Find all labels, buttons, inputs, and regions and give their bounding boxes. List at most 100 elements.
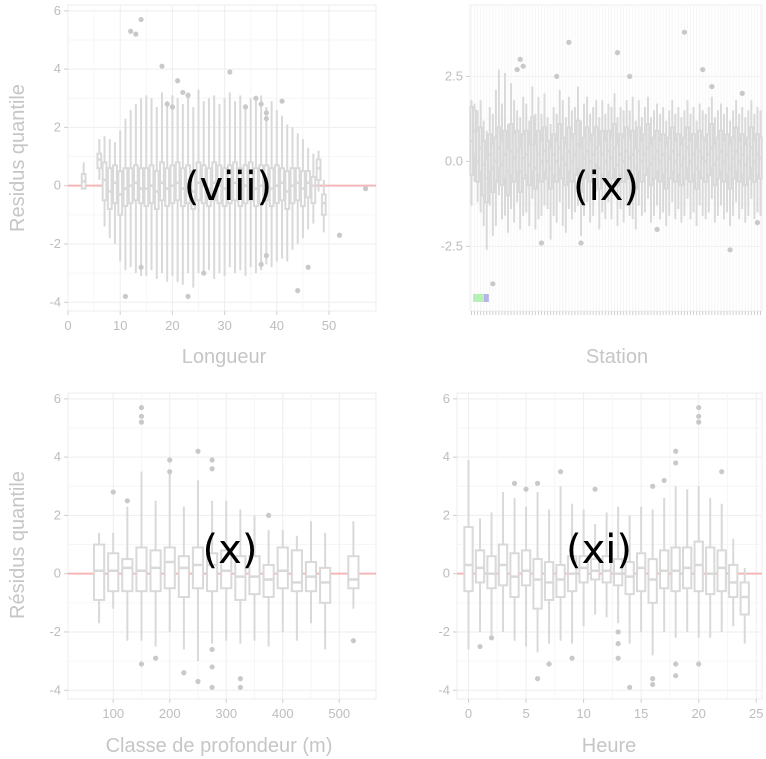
box: [169, 164, 176, 205]
panel-ix-xlabel: Station: [586, 346, 648, 368]
outlier-point: [739, 90, 745, 96]
panel-viii-xlabel: Longueur: [182, 346, 267, 368]
box: [237, 167, 244, 208]
box: [107, 552, 120, 593]
box: [177, 555, 190, 599]
outlier-point: [523, 486, 529, 492]
outlier-point: [615, 655, 621, 661]
outlier-point: [566, 39, 572, 46]
box: [253, 167, 259, 208]
box: [96, 152, 103, 170]
outlier-point: [209, 466, 215, 472]
outlier-point: [654, 226, 660, 232]
outlier-point: [124, 498, 130, 504]
outlier-point: [673, 460, 679, 466]
outlier-point: [554, 73, 560, 79]
box: [174, 161, 181, 202]
panel-xi: 0 5 10 15 20 25 -4 -2 0 2 4 6 Heure (xi): [438, 391, 763, 757]
outlier-point: [534, 676, 541, 682]
y-tick-label: 0.0: [445, 153, 463, 168]
box: [273, 164, 280, 205]
box: [624, 561, 635, 596]
box: [138, 167, 144, 205]
outlier-point: [696, 419, 702, 425]
x-tick-label: 25: [749, 706, 763, 721]
box: [636, 552, 647, 593]
box: [226, 164, 233, 205]
box: [262, 563, 275, 599]
outlier-point: [673, 448, 679, 454]
outlier-point: [138, 413, 145, 419]
x-tick-label: 100: [102, 706, 124, 721]
box: [248, 555, 261, 596]
box: [216, 164, 223, 205]
outlier-point: [511, 480, 518, 486]
x-tick-label: 500: [328, 706, 350, 721]
panel-viii-tag: (viii): [184, 164, 272, 210]
panel-ix: -2.5 0.0 2.5 Station (ix): [441, 4, 763, 368]
outlier-point: [209, 684, 215, 690]
outlier-point: [661, 477, 667, 484]
box: [247, 161, 254, 202]
box: [484, 157, 489, 204]
panel-x-ylabel: Résidus quantile: [7, 471, 29, 619]
outlier-point: [133, 31, 139, 37]
y-tick-label: 4: [54, 61, 61, 76]
box: [486, 555, 497, 590]
box: [112, 164, 118, 205]
outlier-point: [700, 67, 706, 73]
outlier-point: [209, 646, 215, 653]
outlier-point: [138, 661, 145, 667]
outlier-point: [517, 56, 523, 63]
outlier-point: [673, 661, 679, 667]
outlier-point: [209, 457, 215, 463]
box: [612, 558, 624, 587]
outlier-point: [138, 264, 144, 270]
y-tick-label: -4: [49, 682, 61, 697]
box: [589, 558, 601, 581]
y-tick-label: 2: [54, 507, 61, 522]
y-tick-label: 0: [54, 566, 61, 581]
outlier-point: [128, 28, 134, 34]
y-tick-label: 2: [443, 507, 450, 522]
y-tick-label: 4: [443, 449, 450, 464]
box: [463, 526, 474, 593]
outlier-point: [266, 512, 272, 519]
outlier-point: [546, 661, 552, 667]
y-tick-label: 6: [443, 391, 450, 406]
box: [234, 555, 247, 601]
x-tick-label: 10: [113, 318, 127, 333]
x-tick-label: 5: [522, 706, 529, 721]
box: [294, 167, 301, 202]
y-tick-label: -4: [438, 682, 450, 697]
outlier-point: [305, 264, 311, 270]
box: [190, 170, 197, 211]
outlier-point: [514, 67, 520, 73]
x-tick-label: 15: [634, 706, 648, 721]
box: [310, 175, 317, 205]
panel-xi-tag: (xi): [566, 527, 632, 573]
box: [121, 558, 134, 593]
outlier-point: [696, 661, 702, 667]
outlier-point: [242, 104, 249, 110]
box: [153, 170, 160, 211]
outlier-point: [263, 253, 269, 259]
box: [315, 158, 322, 181]
box: [705, 546, 716, 596]
y-tick-label: 0: [54, 178, 61, 193]
plot-layer: 0 5 10 15 20 25 -4 -2 0 2 4 6: [438, 391, 763, 721]
y-tick-label: 2: [54, 119, 61, 134]
box: [195, 161, 202, 202]
outlier-point: [592, 486, 598, 492]
outlier-point: [490, 281, 496, 287]
box: [143, 167, 150, 208]
box: [578, 555, 589, 584]
plot-layer: 100 200 300 400 500 -4 -2 0 2 4 6: [49, 391, 377, 721]
category-strip-green: [473, 294, 484, 302]
panel-x: 100 200 300 400 500 -4 -2 0 2 4 6 Résidus quantile…: [7, 391, 377, 757]
box: [258, 164, 265, 205]
outlier-point: [578, 240, 584, 246]
y-tick-label: -2: [49, 236, 61, 251]
outlier-point: [488, 635, 495, 641]
outlier-point: [263, 110, 269, 116]
